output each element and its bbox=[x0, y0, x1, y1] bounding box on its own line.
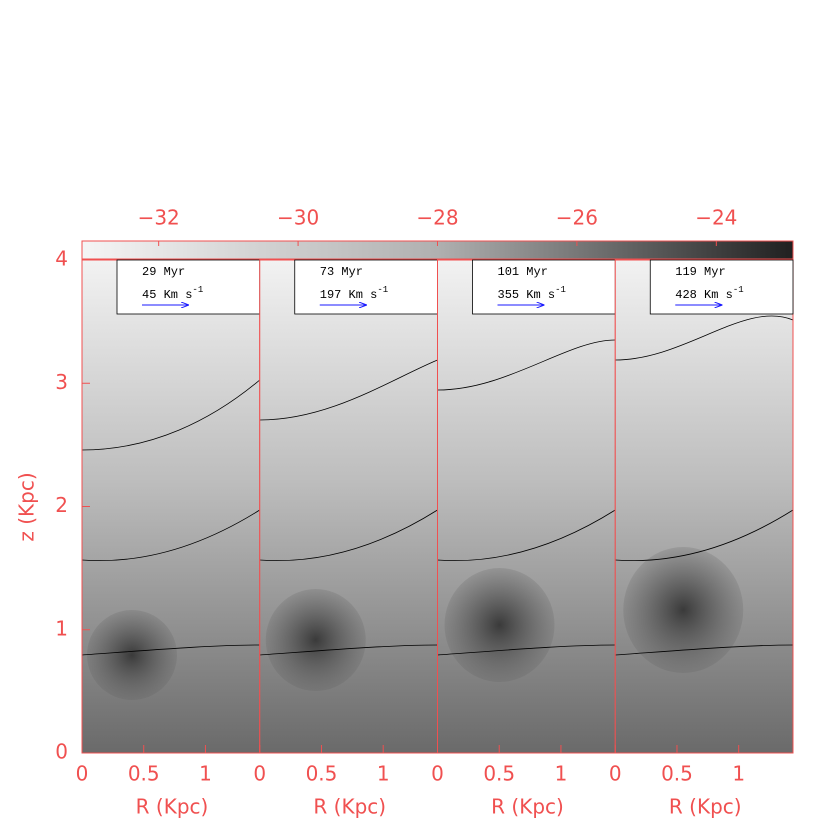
x-tick-label: 0 bbox=[76, 762, 89, 786]
panel: 101 Myr 355 Km s-1 0 0.5 1 R (Kpc) bbox=[431, 259, 616, 819]
contour bbox=[615, 644, 794, 656]
velocity-label: 428 Km s-1 bbox=[675, 285, 743, 302]
x-tick-label: 1 bbox=[732, 762, 745, 786]
label-box bbox=[294, 259, 438, 315]
x-tick-label: 0 bbox=[609, 762, 622, 786]
panel: 119 Myr 428 Km s-1 0 0.5 1 R (Kpc) bbox=[609, 259, 794, 819]
time-label: 29 Myr bbox=[142, 265, 185, 279]
colorbar-tick-label: −30 bbox=[277, 206, 319, 230]
contour bbox=[259, 644, 438, 656]
density-blob bbox=[444, 568, 555, 682]
contour bbox=[259, 359, 438, 421]
colorbar-tick-label: −26 bbox=[556, 206, 598, 230]
y-axis-label: z (Kpc) bbox=[15, 472, 39, 541]
x-tick-label: 0.5 bbox=[306, 762, 338, 786]
density-blob bbox=[623, 547, 744, 673]
contour bbox=[437, 644, 616, 656]
y-tick-label: 2 bbox=[55, 493, 68, 517]
velocity-label: 197 Km s-1 bbox=[320, 285, 388, 302]
colorbar-tick-label: −28 bbox=[416, 206, 458, 230]
y-tick-label: 0 bbox=[55, 740, 68, 764]
contour bbox=[259, 509, 438, 562]
contour bbox=[615, 509, 794, 562]
x-tick-label: 0 bbox=[431, 762, 444, 786]
x-tick-label: 0.5 bbox=[661, 762, 693, 786]
x-axis-label: R (Kpc) bbox=[136, 795, 209, 819]
x-tick-label: 1 bbox=[377, 762, 390, 786]
velocity-exponent: -1 bbox=[192, 285, 203, 295]
panel: 29 Myr 45 Km s-1 0 0.5 1 R (Kpc) bbox=[76, 259, 261, 819]
y-tick-label: 3 bbox=[55, 370, 68, 394]
velocity-exponent: -1 bbox=[733, 285, 744, 295]
x-axis-label: R (Kpc) bbox=[669, 795, 742, 819]
contour bbox=[437, 509, 616, 562]
time-label: 73 Myr bbox=[320, 265, 363, 279]
panel: 73 Myr 197 Km s-1 0 0.5 1 R (Kpc) bbox=[253, 259, 438, 819]
velocity-label: 355 Km s-1 bbox=[498, 285, 566, 302]
density-blob bbox=[265, 589, 366, 691]
panel-background bbox=[615, 260, 793, 753]
x-axis-label: R (Kpc) bbox=[491, 795, 564, 819]
label-box bbox=[116, 259, 261, 315]
time-label: 119 Myr bbox=[675, 265, 725, 279]
colorbar-tick-label: −24 bbox=[695, 206, 737, 230]
contour bbox=[81, 644, 260, 656]
x-tick-label: 1 bbox=[555, 762, 568, 786]
contour bbox=[81, 509, 260, 562]
x-tick-label: 0.5 bbox=[128, 762, 160, 786]
x-tick-label: 1 bbox=[199, 762, 212, 786]
x-tick-label: 0.5 bbox=[483, 762, 515, 786]
y-tick-label: 4 bbox=[55, 247, 68, 271]
colorbar-tick-label: −32 bbox=[138, 206, 180, 230]
x-axis-label: R (Kpc) bbox=[313, 795, 386, 819]
time-label: 101 Myr bbox=[498, 265, 548, 279]
x-tick-label: 0 bbox=[253, 762, 266, 786]
y-tick-label: 1 bbox=[55, 616, 68, 640]
velocity-exponent: -1 bbox=[555, 285, 566, 295]
panel-background bbox=[437, 260, 616, 753]
velocity-exponent: -1 bbox=[377, 285, 388, 295]
contour bbox=[437, 339, 616, 391]
contour bbox=[81, 379, 261, 451]
contour bbox=[615, 315, 794, 361]
density-blob bbox=[87, 610, 177, 700]
velocity-label: 45 Km s-1 bbox=[142, 285, 203, 302]
